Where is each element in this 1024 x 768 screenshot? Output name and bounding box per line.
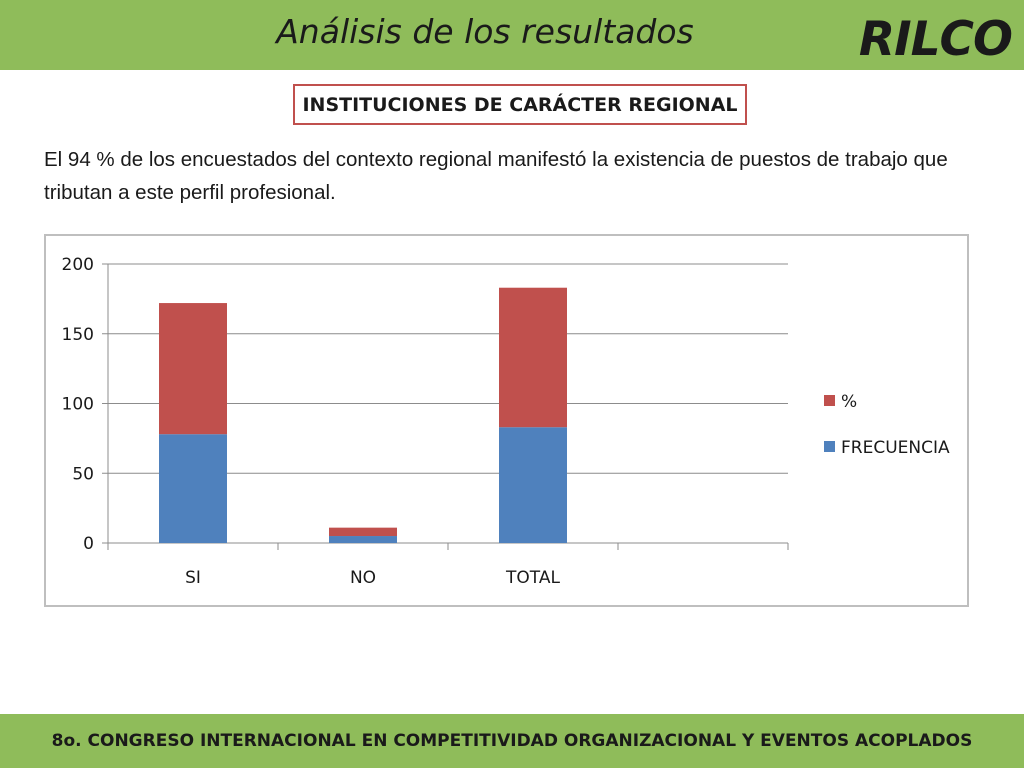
header-bar [0, 0, 1024, 70]
bar-si-percent [159, 303, 227, 435]
legend-label: FRECUENCIA [841, 438, 950, 458]
y-tick-label: 100 [62, 395, 94, 415]
footer-text: 8o. CONGRESO INTERNACIONAL EN COMPETITIV… [51, 731, 973, 751]
stacked-bar-chart: 0 50 100 150 200 SI NO TOTAL% FRECUENCIA [62, 255, 950, 588]
slide-title: Análisis de los resultados [276, 12, 694, 51]
summary-paragraph: El 94 % de los encuestados del contexto … [44, 148, 948, 204]
x-tick-label: SI [185, 568, 201, 588]
y-tick-label: 50 [72, 464, 94, 484]
x-tick-label: NO [350, 568, 376, 588]
bar-total-percent [499, 287, 567, 428]
y-tick-label: 200 [62, 255, 94, 275]
bar-no-frecuencia [329, 536, 397, 543]
section-heading-box: INSTITUCIONES DE CARÁCTER REGIONAL [293, 84, 747, 125]
chart-frame: 0 50 100 150 200 SI NO TOTAL% FRECUENCIA [44, 234, 969, 607]
y-tick-label: 150 [62, 325, 94, 345]
legend-swatch [824, 395, 835, 406]
footer-bar [0, 714, 1024, 768]
y-tick-label: 0 [83, 534, 94, 554]
bar-si-frecuencia [159, 434, 227, 543]
brand-logo: RILCO [858, 12, 1013, 67]
legend-swatch [824, 441, 835, 452]
section-heading: INSTITUCIONES DE CARÁCTER REGIONAL [302, 93, 738, 116]
bar-total-frecuencia [499, 427, 567, 543]
x-tick-label: TOTAL [505, 568, 560, 588]
legend-label: % [841, 392, 857, 412]
bar-no-percent [329, 527, 397, 537]
